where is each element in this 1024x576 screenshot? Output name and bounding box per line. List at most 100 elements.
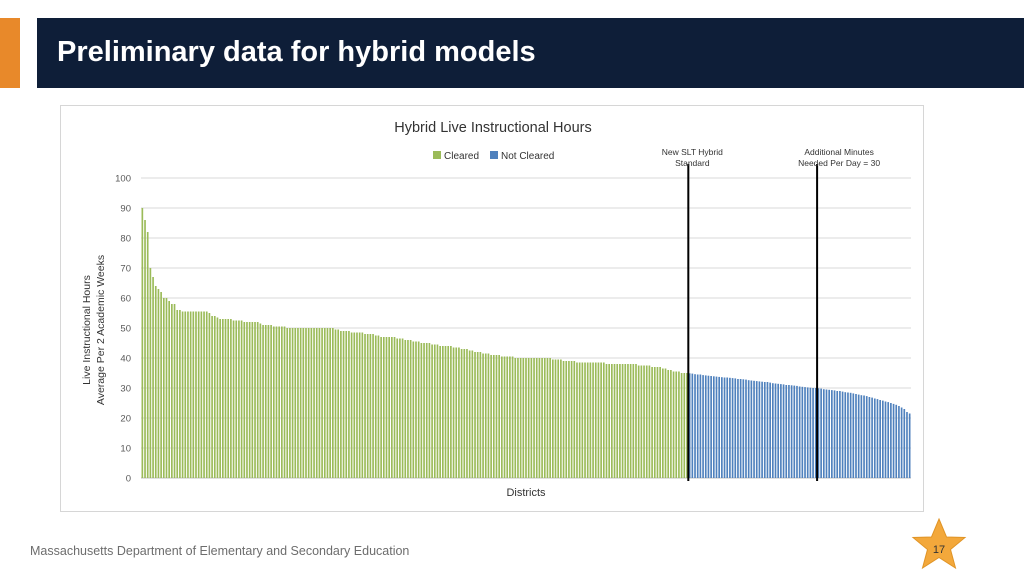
- bar-cleared: [141, 208, 144, 478]
- bar-cleared: [366, 334, 369, 478]
- bar-not-cleared: [906, 412, 908, 478]
- bar-cleared: [283, 326, 286, 478]
- bar-cleared: [519, 358, 522, 478]
- bar-cleared: [348, 331, 350, 478]
- bar-cleared: [527, 358, 530, 478]
- bar-not-cleared: [871, 397, 873, 478]
- bar-cleared: [643, 365, 645, 478]
- bar-cleared: [235, 320, 238, 478]
- bar-not-cleared: [873, 398, 876, 478]
- bar-cleared: [329, 328, 331, 478]
- bar-cleared: [281, 326, 283, 478]
- bar-not-cleared: [702, 375, 704, 478]
- bar-cleared: [460, 349, 463, 478]
- bar-not-cleared: [860, 395, 863, 478]
- bar-not-cleared: [691, 373, 694, 478]
- bar-cleared: [146, 232, 149, 478]
- bar-cleared: [286, 328, 289, 478]
- bar-not-cleared: [737, 379, 739, 478]
- bar-not-cleared: [857, 394, 860, 478]
- bar-not-cleared: [855, 394, 857, 478]
- bar-not-cleared: [900, 407, 903, 478]
- bar-not-cleared: [731, 378, 734, 478]
- bar-not-cleared: [718, 376, 721, 478]
- y-tick-label: 20: [120, 414, 131, 425]
- bar-cleared: [144, 220, 146, 478]
- bar-cleared: [232, 320, 235, 478]
- bar-cleared: [624, 364, 627, 478]
- legend-swatch-not-cleared: [490, 151, 498, 159]
- bar-not-cleared: [777, 383, 780, 478]
- bar-cleared: [345, 331, 348, 478]
- bar-not-cleared: [817, 388, 820, 478]
- bar-cleared: [369, 334, 372, 478]
- bar-cleared: [197, 311, 200, 478]
- bar-not-cleared: [879, 400, 881, 478]
- bar-cleared: [173, 304, 176, 478]
- bar-cleared: [213, 316, 216, 478]
- bar-cleared: [602, 362, 605, 478]
- bar-cleared: [506, 356, 509, 478]
- bar-not-cleared: [833, 390, 836, 478]
- bar-cleared: [216, 317, 219, 478]
- bar-not-cleared: [876, 399, 879, 478]
- bar-cleared: [238, 320, 240, 478]
- bar-cleared: [270, 325, 272, 478]
- bar-cleared: [546, 358, 549, 478]
- bar-cleared: [315, 328, 318, 478]
- bar-cleared: [168, 301, 171, 478]
- y-tick-label: 0: [126, 474, 131, 485]
- bar-cleared: [667, 370, 670, 478]
- bar-cleared: [611, 364, 613, 478]
- bar-cleared: [632, 364, 635, 478]
- bar-cleared: [203, 311, 205, 478]
- bar-not-cleared: [812, 388, 814, 478]
- bar-not-cleared: [839, 391, 841, 478]
- bar-cleared: [272, 326, 275, 478]
- bar-cleared: [380, 337, 382, 478]
- bar-cleared: [176, 310, 179, 478]
- bar-cleared: [651, 367, 653, 478]
- bar-cleared: [275, 326, 278, 478]
- y-axis-label-line2: Average Per 2 Academic Weeks: [95, 255, 107, 405]
- bar-cleared: [447, 346, 450, 478]
- bar-cleared: [678, 371, 680, 478]
- bar-not-cleared: [734, 378, 737, 478]
- bar-cleared: [576, 362, 578, 478]
- bar-not-cleared: [771, 383, 774, 478]
- bar-cleared: [479, 352, 482, 478]
- bar-not-cleared: [831, 390, 833, 478]
- bar-cleared: [436, 344, 439, 478]
- bar-cleared: [525, 358, 527, 478]
- bar-not-cleared: [747, 380, 750, 478]
- bar-cleared: [248, 322, 251, 478]
- bar-not-cleared: [758, 381, 761, 478]
- bar-cleared: [535, 358, 538, 478]
- bar-cleared: [482, 353, 484, 478]
- bar-cleared: [297, 328, 299, 478]
- bar-cleared: [557, 359, 560, 478]
- bar-not-cleared: [809, 387, 812, 478]
- bar-cleared: [310, 328, 313, 478]
- bar-cleared: [675, 371, 678, 478]
- bar-cleared: [581, 362, 584, 478]
- bar-cleared: [396, 338, 399, 478]
- bar-cleared: [543, 358, 546, 478]
- bar-not-cleared: [688, 373, 691, 478]
- bar-cleared: [635, 364, 637, 478]
- bar-cleared: [428, 343, 431, 478]
- bar-cleared: [358, 332, 361, 478]
- bar-not-cleared: [785, 385, 788, 478]
- bar-cleared: [264, 325, 267, 478]
- chart-legend: Cleared Not Cleared: [433, 151, 554, 162]
- bar-cleared: [653, 367, 656, 478]
- bar-not-cleared: [863, 395, 865, 478]
- bar-cleared: [404, 340, 407, 478]
- bar-not-cleared: [892, 403, 895, 478]
- bar-cleared: [189, 311, 192, 478]
- bar-not-cleared: [755, 381, 758, 478]
- bar-cleared: [149, 268, 152, 478]
- bar-cleared: [458, 347, 460, 478]
- page-number: 17: [933, 544, 945, 556]
